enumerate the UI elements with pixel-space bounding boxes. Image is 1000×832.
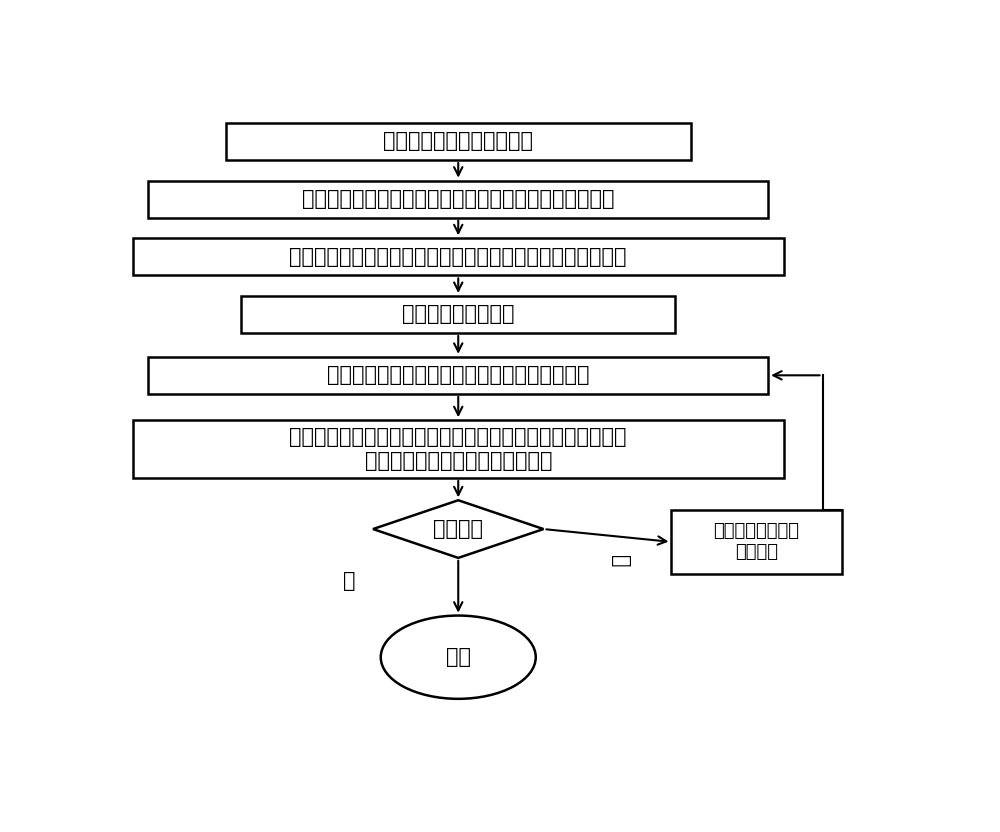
Text: 构建目标函数，确立主动配电网运行控制优化模型的约束条件: 构建目标函数，确立主动配电网运行控制优化模型的约束条件 bbox=[290, 247, 627, 267]
Bar bbox=[148, 357, 768, 394]
Text: 将新的电压幅值作
为初始值: 将新的电压幅值作 为初始值 bbox=[714, 522, 800, 562]
Text: 是: 是 bbox=[344, 571, 356, 591]
Text: 结束: 结束 bbox=[446, 647, 471, 667]
Bar bbox=[241, 296, 675, 333]
Text: 用决策变量值作为边界条件计算配电网交流朝流，得到各节点
新的电压幅值，与初始值进行比较: 用决策变量值作为边界条件计算配电网交流朝流，得到各节点 新的电压幅值，与初始值进… bbox=[290, 428, 627, 471]
Text: 设定电压幅值初始值: 设定电压幅值初始值 bbox=[402, 305, 514, 324]
Bar bbox=[133, 238, 784, 275]
Bar bbox=[226, 123, 691, 160]
Text: 否: 否 bbox=[610, 555, 630, 567]
Bar bbox=[671, 510, 842, 574]
Bar bbox=[148, 181, 768, 218]
Polygon shape bbox=[373, 500, 544, 558]
Bar bbox=[133, 420, 784, 478]
Text: 是否收敛: 是否收敛 bbox=[433, 519, 483, 539]
Text: 确立主动配电网运行控制优化模型的决策变量、状态变量: 确立主动配电网运行控制优化模型的决策变量、状态变量 bbox=[302, 189, 614, 209]
Ellipse shape bbox=[381, 616, 536, 699]
Text: 录入主动配电网的基础数据: 录入主动配电网的基础数据 bbox=[383, 131, 533, 151]
Text: 求解主动配电网运行优化模型，得到决策变量值: 求解主动配电网运行优化模型，得到决策变量值 bbox=[327, 365, 590, 385]
